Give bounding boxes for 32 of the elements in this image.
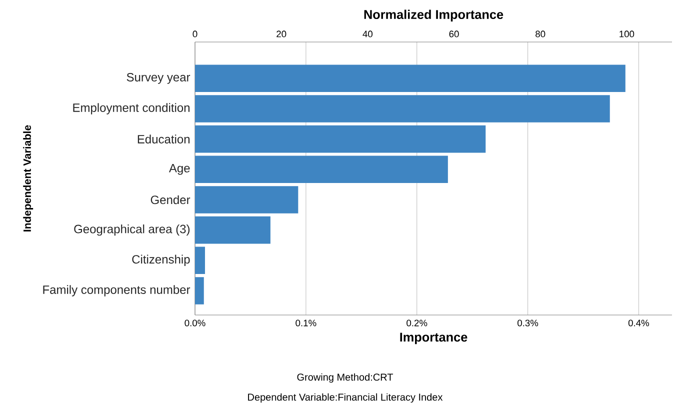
x2-tick-label: 80	[536, 30, 546, 38]
x-tick-label: 0.0%	[184, 320, 206, 326]
x2-tick-label: 0	[192, 30, 198, 38]
bar	[195, 125, 486, 153]
x-tick-label: 0.3%	[518, 320, 538, 326]
x-tick-label: 0.2%	[406, 320, 428, 326]
x-tick-label: 0.1%	[296, 320, 316, 326]
y-tick-label: Survey year	[126, 72, 190, 84]
x2-tick-label: 40	[362, 30, 373, 38]
y-tick-label: Citizenship	[132, 254, 190, 266]
y-tick-label: Geographical area (3)	[74, 224, 190, 236]
x2-tick-label: 20	[276, 30, 286, 38]
y-tick-label: Gender	[150, 195, 190, 204]
x-axis-title: Importance	[400, 332, 468, 344]
text: Dependent Variable:Financial Literacy Index	[248, 393, 443, 403]
text: Growing Method:CRT	[297, 373, 394, 383]
y-tick-label: Education	[138, 134, 190, 144]
bar	[195, 277, 204, 304]
bar	[195, 95, 610, 122]
x2-axis-title: Normalized Importance	[364, 10, 504, 22]
x2-tick-label: 100	[620, 30, 634, 38]
bar	[195, 246, 205, 274]
bar	[195, 216, 270, 244]
y-tick-label: Age	[168, 164, 190, 175]
y-tick-label: Family components number	[43, 285, 190, 296]
y-axis-title: Independent Variable	[23, 125, 34, 232]
x2-tick-label: 60	[449, 30, 459, 38]
bar	[195, 64, 626, 92]
x-tick-label: 0.4%	[628, 320, 650, 326]
bar	[195, 186, 298, 214]
y-tick-label: Employment condition	[73, 103, 190, 114]
bar	[195, 156, 448, 184]
